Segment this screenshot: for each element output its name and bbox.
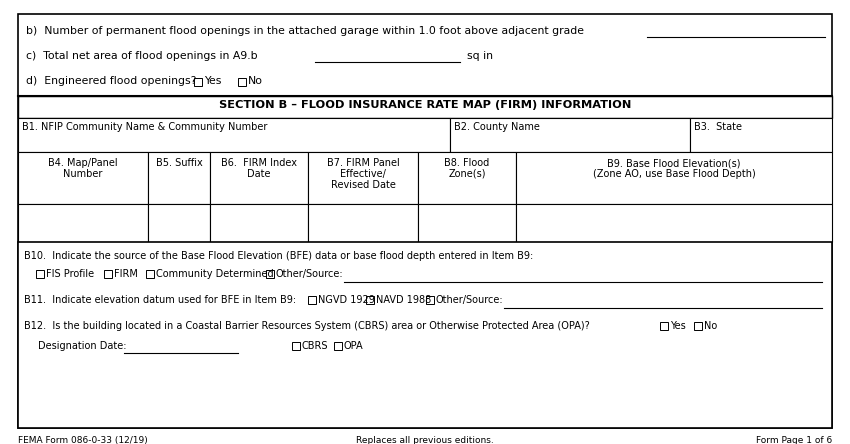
Bar <box>418 152 516 204</box>
Bar <box>450 118 690 152</box>
Text: Community Determined: Community Determined <box>156 269 274 279</box>
Bar <box>148 204 210 242</box>
Text: OPA: OPA <box>344 341 364 351</box>
Text: B2. County Name: B2. County Name <box>454 122 540 132</box>
Bar <box>18 118 450 152</box>
Text: Effective/: Effective/ <box>340 169 386 179</box>
Bar <box>426 296 434 304</box>
Text: Replaces all previous editions.: Replaces all previous editions. <box>356 436 494 444</box>
Text: CBRS: CBRS <box>302 341 328 351</box>
Text: Other/Source:: Other/Source: <box>436 295 503 305</box>
Text: FIRM: FIRM <box>114 269 138 279</box>
Bar <box>104 270 112 278</box>
Bar <box>36 270 44 278</box>
Bar <box>146 270 154 278</box>
Bar <box>308 296 316 304</box>
Text: FIS Profile: FIS Profile <box>46 269 94 279</box>
Text: B10.  Indicate the source of the Base Flood Elevation (BFE) data or base flood d: B10. Indicate the source of the Base Flo… <box>24 251 533 261</box>
Text: B3.  State: B3. State <box>694 122 742 132</box>
Text: Other/Source:: Other/Source: <box>276 269 343 279</box>
Bar <box>266 270 274 278</box>
Text: Date: Date <box>247 169 271 179</box>
Text: FEMA Form 086-0-33 (12/19): FEMA Form 086-0-33 (12/19) <box>18 436 148 444</box>
Bar <box>238 78 246 86</box>
Bar <box>292 342 300 350</box>
Text: d)  Engineered flood openings?: d) Engineered flood openings? <box>26 76 196 86</box>
Text: No: No <box>704 321 717 331</box>
Bar <box>210 204 308 242</box>
Bar <box>690 118 832 152</box>
Bar <box>148 152 210 204</box>
Text: Designation Date:: Designation Date: <box>38 341 127 351</box>
Text: B12.  Is the building located in a Coastal Barrier Resources System (CBRS) area : B12. Is the building located in a Coasta… <box>24 321 590 331</box>
Text: B11.  Indicate elevation datum used for BFE in Item B9:: B11. Indicate elevation datum used for B… <box>24 295 296 305</box>
Text: B6.  FIRM Index: B6. FIRM Index <box>221 158 297 168</box>
Text: Number: Number <box>63 169 103 179</box>
Bar <box>194 78 202 86</box>
Bar <box>334 342 342 350</box>
Bar <box>660 322 668 330</box>
Bar <box>694 322 702 330</box>
Text: b)  Number of permanent flood openings in the attached garage within 1.0 foot ab: b) Number of permanent flood openings in… <box>26 26 584 36</box>
Text: NGVD 1929: NGVD 1929 <box>318 295 375 305</box>
Text: B9. Base Flood Elevation(s): B9. Base Flood Elevation(s) <box>607 158 740 168</box>
Text: B1. NFIP Community Name & Community Number: B1. NFIP Community Name & Community Numb… <box>22 122 268 132</box>
Text: NAVD 1988: NAVD 1988 <box>376 295 431 305</box>
Bar <box>18 204 148 242</box>
Text: Yes: Yes <box>670 321 686 331</box>
Bar <box>516 204 832 242</box>
Text: Zone(s): Zone(s) <box>448 169 485 179</box>
Text: B4. Map/Panel: B4. Map/Panel <box>48 158 118 168</box>
Text: c)  Total net area of flood openings in A9.b: c) Total net area of flood openings in A… <box>26 51 258 61</box>
Text: (Zone AO, use Base Flood Depth): (Zone AO, use Base Flood Depth) <box>592 169 756 179</box>
Text: Form Page 1 of 6: Form Page 1 of 6 <box>756 436 832 444</box>
Bar <box>18 242 832 428</box>
Text: B8. Flood: B8. Flood <box>445 158 490 168</box>
Bar <box>210 152 308 204</box>
Text: sq in: sq in <box>467 51 493 61</box>
Bar <box>366 296 374 304</box>
Text: B5. Suffix: B5. Suffix <box>156 158 202 168</box>
Bar <box>18 152 148 204</box>
Bar <box>418 204 516 242</box>
Text: Yes: Yes <box>204 76 221 86</box>
Bar <box>516 152 832 204</box>
Text: SECTION B – FLOOD INSURANCE RATE MAP (FIRM) INFORMATION: SECTION B – FLOOD INSURANCE RATE MAP (FI… <box>218 100 632 110</box>
Text: Revised Date: Revised Date <box>331 180 395 190</box>
Text: No: No <box>248 76 263 86</box>
Bar <box>308 152 418 204</box>
Bar <box>18 96 832 118</box>
Text: B7. FIRM Panel: B7. FIRM Panel <box>326 158 400 168</box>
Bar <box>308 204 418 242</box>
